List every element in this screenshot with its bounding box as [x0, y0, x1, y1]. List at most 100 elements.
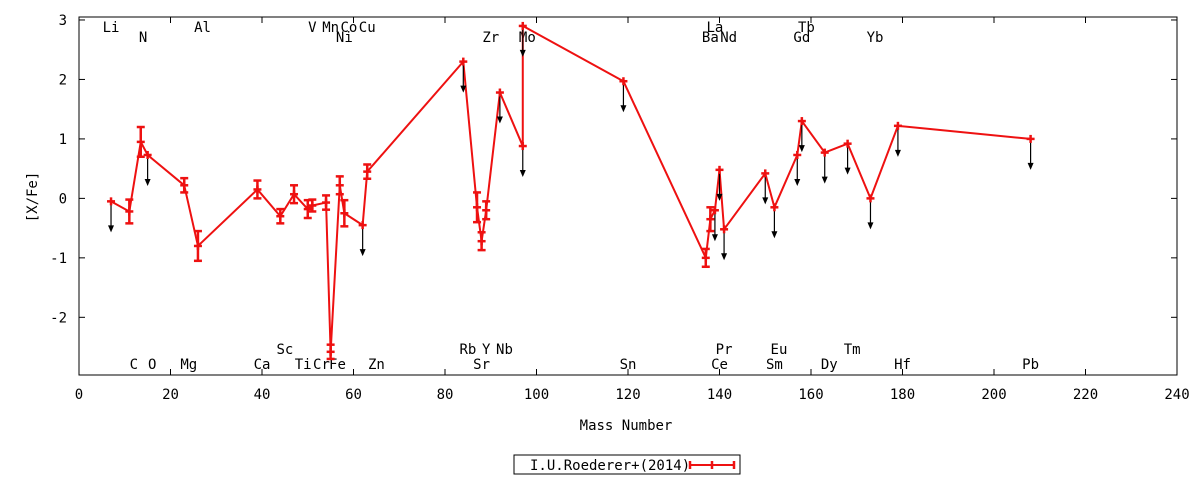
upper-limit-arrowhead [1027, 162, 1034, 170]
data-point [893, 121, 902, 157]
upper-limit-arrowhead [798, 145, 805, 153]
x-tick-label: 220 [1073, 387, 1098, 403]
y-tick-label: -2 [50, 310, 67, 326]
element-label: Sm [766, 357, 783, 373]
element-label: Cu [359, 20, 376, 36]
upper-limit-arrowhead [144, 178, 151, 186]
element-label: Sc [276, 342, 293, 358]
upper-limit-arrowhead [762, 197, 769, 205]
data-point [253, 179, 262, 200]
upper-limit-arrowhead [894, 149, 901, 157]
upper-limit-arrowhead [359, 249, 366, 257]
data-point [843, 139, 852, 175]
x-tick-label: 180 [890, 387, 915, 403]
element-label: Zr [482, 30, 499, 46]
data-point [761, 169, 770, 205]
upper-limit-arrowhead [460, 85, 467, 93]
upper-limit-arrowhead [108, 225, 115, 233]
data-point [459, 57, 468, 93]
data-point [326, 343, 335, 361]
y-tick-label: -1 [50, 251, 67, 267]
data-point [797, 117, 806, 153]
upper-limit-arrowhead [716, 193, 723, 201]
element-label: Al [194, 20, 211, 36]
data-point [793, 150, 802, 186]
data-point [107, 197, 116, 233]
element-label: Yb [867, 30, 884, 46]
data-point [706, 206, 715, 233]
y-tick-label: 0 [59, 191, 67, 207]
element-label: Sr [473, 357, 490, 373]
element-label: Ba [702, 30, 719, 46]
element-label: Ni [336, 30, 353, 46]
data-point [358, 221, 367, 257]
data-point [619, 77, 628, 113]
x-tick-label: 40 [254, 387, 271, 403]
data-point [495, 88, 504, 124]
legend: I.U.Roederer+(2014) [513, 454, 741, 475]
data-point [363, 163, 372, 181]
data-point [770, 203, 779, 239]
x-tick-label: 200 [981, 387, 1006, 403]
upper-limit-arrowhead [821, 176, 828, 184]
element-label: Nb [496, 342, 513, 358]
upper-limit-arrowhead [721, 253, 728, 261]
x-tick-label: 240 [1164, 387, 1189, 403]
element-label: Gd [793, 30, 810, 46]
element-label: Zn [368, 357, 385, 373]
element-label: Co [340, 20, 357, 36]
y-axis-title: [X/Fe] [25, 172, 41, 223]
x-tick-label: 0 [75, 387, 83, 403]
element-label: N [139, 30, 147, 46]
data-point [820, 148, 829, 184]
data-point [180, 176, 189, 194]
upper-limit-arrowhead [496, 116, 503, 124]
data-point [518, 21, 527, 57]
element-label: O [148, 357, 156, 373]
element-label: C [130, 357, 138, 373]
x-tick-label: 20 [162, 387, 179, 403]
element-label: Hf [894, 357, 911, 373]
upper-limit-arrowhead [867, 222, 874, 230]
legend-box [513, 454, 741, 475]
element-label: Fe [329, 357, 346, 373]
data-point [518, 142, 527, 178]
upper-limit-arrowhead [794, 178, 801, 186]
x-tick-label: 140 [707, 387, 732, 403]
data-point [715, 165, 724, 201]
upper-limit-arrowhead [844, 167, 851, 175]
legend-marker [688, 461, 736, 469]
data-point [308, 198, 317, 213]
x-axis-title: Mass Number [580, 418, 673, 434]
y-tick-label: 2 [59, 72, 67, 88]
data-point [290, 184, 299, 205]
data-point [276, 207, 285, 225]
element-label: V [308, 20, 317, 36]
element-label: Eu [771, 342, 788, 358]
y-tick-label: 3 [59, 13, 67, 29]
upper-limit-arrowhead [711, 234, 718, 242]
data-point [136, 125, 145, 159]
data-point [335, 175, 344, 196]
element-label: Y [482, 342, 491, 358]
data-point [193, 229, 202, 263]
element-label: Rb [459, 342, 476, 358]
axes: 0 20 40 60 80 100 120 140 160 180 200 220 240 -2 -1 0 1 2… [50, 13, 1190, 403]
data-point [125, 198, 134, 225]
x-tick-label: 160 [798, 387, 823, 403]
element-label: La [706, 20, 723, 36]
y-tick-label: 1 [59, 132, 67, 148]
data-point [477, 231, 486, 252]
element-label: Pr [716, 342, 733, 358]
data-point [1026, 134, 1035, 170]
x-tick-label: 60 [345, 387, 362, 403]
upper-limit-arrowhead [519, 170, 526, 178]
data-point [322, 194, 331, 211]
element-label: Sn [620, 357, 637, 373]
data-point [482, 200, 491, 221]
series-group [107, 21, 1035, 361]
data-point [340, 198, 349, 228]
element-label: Tm [844, 342, 861, 358]
element-label: Li [103, 20, 120, 36]
